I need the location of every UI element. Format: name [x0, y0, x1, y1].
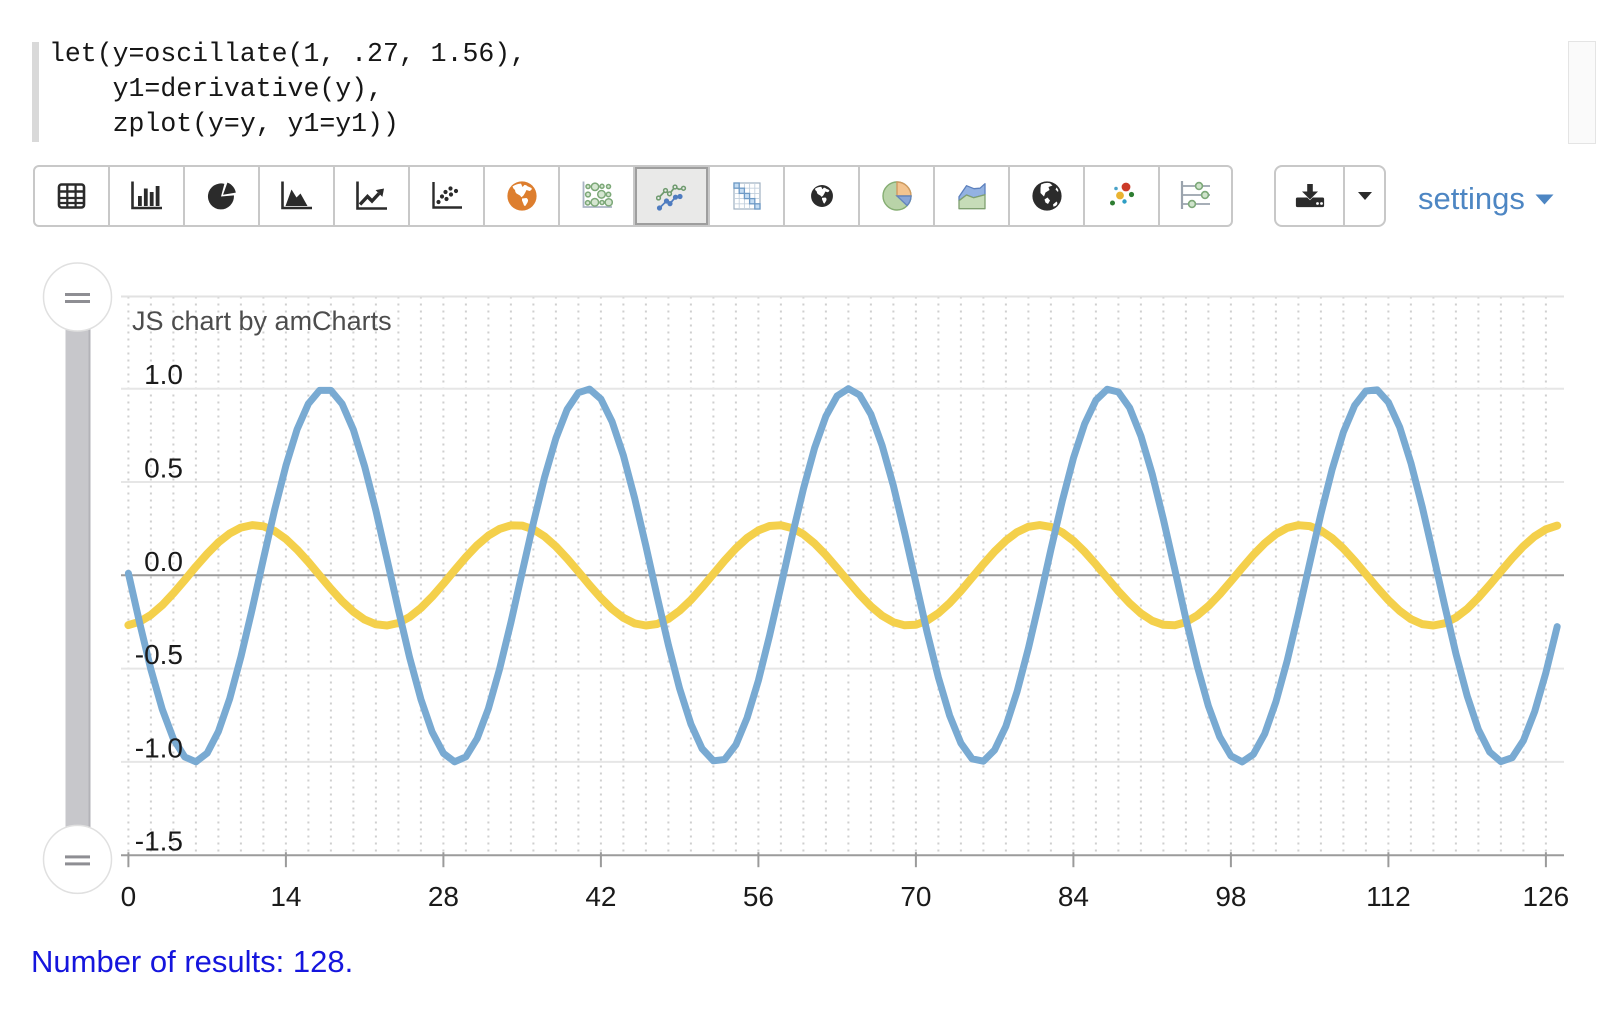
svg-text:98: 98: [1215, 881, 1246, 912]
svg-text:1.0: 1.0: [144, 359, 183, 390]
svg-text:28: 28: [428, 881, 459, 912]
svg-text:0: 0: [121, 881, 137, 912]
svg-text:0.0: 0.0: [144, 546, 183, 577]
svg-text:56: 56: [743, 881, 774, 912]
svg-text:126: 126: [1523, 881, 1570, 912]
svg-text:0.5: 0.5: [144, 453, 183, 484]
svg-text:-1.0: -1.0: [135, 732, 183, 763]
svg-text:70: 70: [900, 881, 931, 912]
svg-text:JS chart by amCharts: JS chart by amCharts: [132, 306, 392, 336]
svg-text:84: 84: [1058, 881, 1089, 912]
svg-text:14: 14: [270, 881, 301, 912]
svg-text:-0.5: -0.5: [135, 639, 183, 670]
svg-text:-1.5: -1.5: [135, 826, 183, 857]
svg-text:42: 42: [585, 881, 616, 912]
svg-text:112: 112: [1366, 881, 1411, 912]
